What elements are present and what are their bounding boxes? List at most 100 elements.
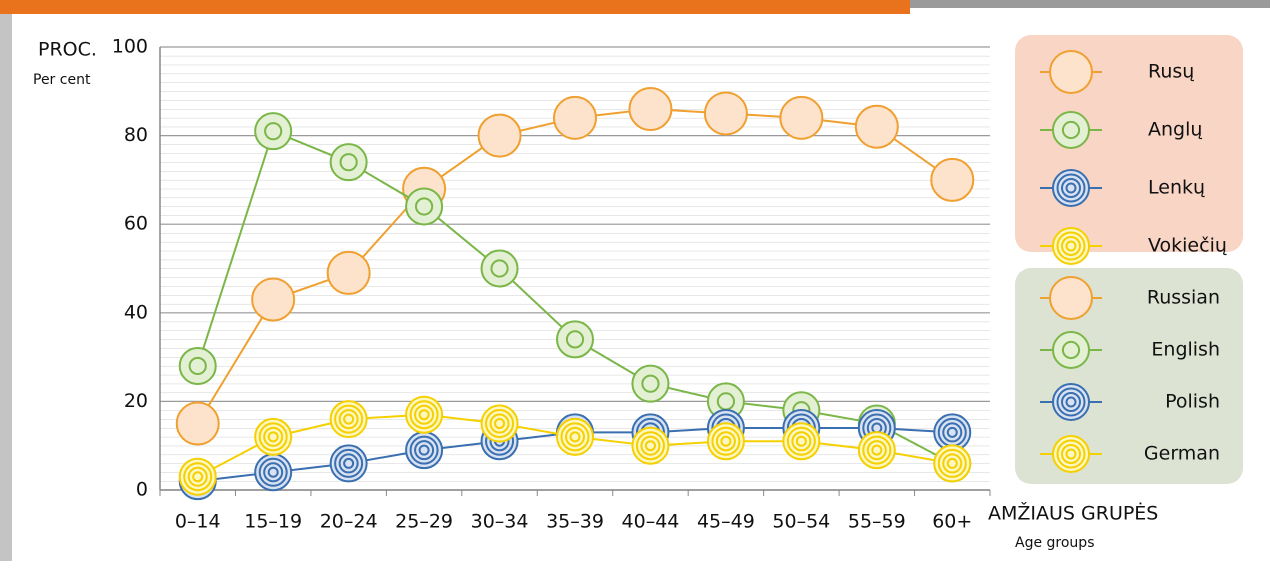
marker <box>480 404 519 443</box>
y-tick-label: 0 <box>136 479 148 501</box>
marker <box>553 95 597 140</box>
marker-ring <box>1049 276 1093 320</box>
marker-ring <box>267 466 279 478</box>
marker-ring <box>720 435 732 447</box>
x-axis-label: AMŽIAUS GRUPĖS <box>988 502 1158 525</box>
marker <box>631 364 670 403</box>
y-tick-label: 20 <box>124 390 148 412</box>
marker-ring <box>795 435 807 447</box>
x-tick-label: 60+ <box>932 511 972 533</box>
y-tick-label: 100 <box>112 36 148 58</box>
marker <box>480 249 519 288</box>
marker <box>1052 111 1090 149</box>
marker-ring <box>339 153 358 172</box>
marker <box>178 457 217 496</box>
x-axis-label-en: Age groups <box>1015 535 1094 551</box>
marker <box>326 250 371 295</box>
marker-ring <box>1065 182 1077 194</box>
marker <box>1049 50 1093 94</box>
marker-ring <box>490 259 509 278</box>
marker-ring <box>264 122 283 141</box>
x-tick-label: 15–19 <box>244 511 302 533</box>
marker-ring <box>1065 448 1077 460</box>
marker-ring <box>343 457 355 469</box>
x-tick-label: 25–29 <box>395 511 453 533</box>
marker <box>254 417 293 456</box>
marker <box>556 320 594 359</box>
marker <box>329 143 368 182</box>
legend-box-lt <box>1015 35 1243 252</box>
marker-ring <box>418 409 430 421</box>
marker <box>405 187 444 226</box>
marker <box>1052 435 1090 473</box>
marker-ring <box>1065 240 1077 252</box>
marker-ring <box>569 431 581 443</box>
marker-ring <box>946 457 958 469</box>
marker-ring <box>326 250 371 295</box>
marker-ring <box>553 95 597 140</box>
marker <box>933 444 972 483</box>
marker <box>178 346 217 385</box>
marker-ring <box>644 440 656 452</box>
legend-label: Lenkų <box>1148 177 1205 199</box>
legend-label: Polish <box>1165 391 1220 413</box>
marker <box>1049 276 1093 320</box>
marker <box>857 431 896 470</box>
marker <box>556 417 594 456</box>
marker-ring <box>175 401 220 446</box>
marker <box>1052 169 1090 207</box>
x-tick-label: 35–39 <box>546 511 604 533</box>
x-tick-label: 45–49 <box>697 511 755 533</box>
y-axis-label-en: Per cent <box>33 72 91 88</box>
legend-label: Anglų <box>1148 119 1202 141</box>
marker <box>405 431 444 470</box>
marker-ring <box>703 91 748 136</box>
marker-ring <box>251 277 296 322</box>
marker <box>405 395 444 434</box>
x-tick-label: 50–54 <box>772 511 830 533</box>
marker-ring <box>343 413 355 425</box>
top-bar-gray <box>910 0 1270 8</box>
marker-ring <box>1061 120 1081 140</box>
side-strip <box>0 14 12 561</box>
marker <box>254 112 293 151</box>
marker <box>854 104 899 149</box>
x-tick-label: 20–24 <box>320 511 378 533</box>
marker-ring <box>930 157 975 202</box>
marker <box>477 113 522 158</box>
marker <box>251 277 296 322</box>
marker-ring <box>1061 340 1081 360</box>
marker-ring <box>192 471 204 483</box>
marker <box>329 400 368 439</box>
marker-ring <box>1049 50 1093 94</box>
marker <box>779 95 824 140</box>
y-tick-label: 80 <box>124 124 148 146</box>
top-bar <box>0 0 910 14</box>
legend-label: German <box>1144 443 1220 465</box>
marker-ring <box>477 113 522 158</box>
marker-ring <box>871 444 883 456</box>
marker <box>706 422 745 461</box>
marker <box>703 91 748 136</box>
x-tick-label: 30–34 <box>471 511 529 533</box>
legend-label: Vokiečių <box>1148 235 1227 257</box>
y-tick-label: 40 <box>124 301 148 323</box>
legend-box-en <box>1015 268 1243 484</box>
marker-ring <box>494 418 506 430</box>
marker <box>1052 383 1090 421</box>
marker <box>782 422 821 461</box>
marker <box>329 444 368 483</box>
marker <box>1052 227 1090 265</box>
x-tick-label: 40–44 <box>622 511 680 533</box>
y-tick-label: 60 <box>124 213 148 235</box>
marker-ring <box>188 356 207 376</box>
marker-ring <box>854 104 899 149</box>
y-axis-label: PROC. <box>38 39 97 61</box>
marker <box>1052 331 1090 369</box>
marker <box>628 87 673 132</box>
marker-ring <box>628 87 673 132</box>
marker-ring <box>1065 396 1077 408</box>
marker-ring <box>267 431 279 443</box>
marker-ring <box>716 392 736 411</box>
legend-label: English <box>1151 339 1220 361</box>
